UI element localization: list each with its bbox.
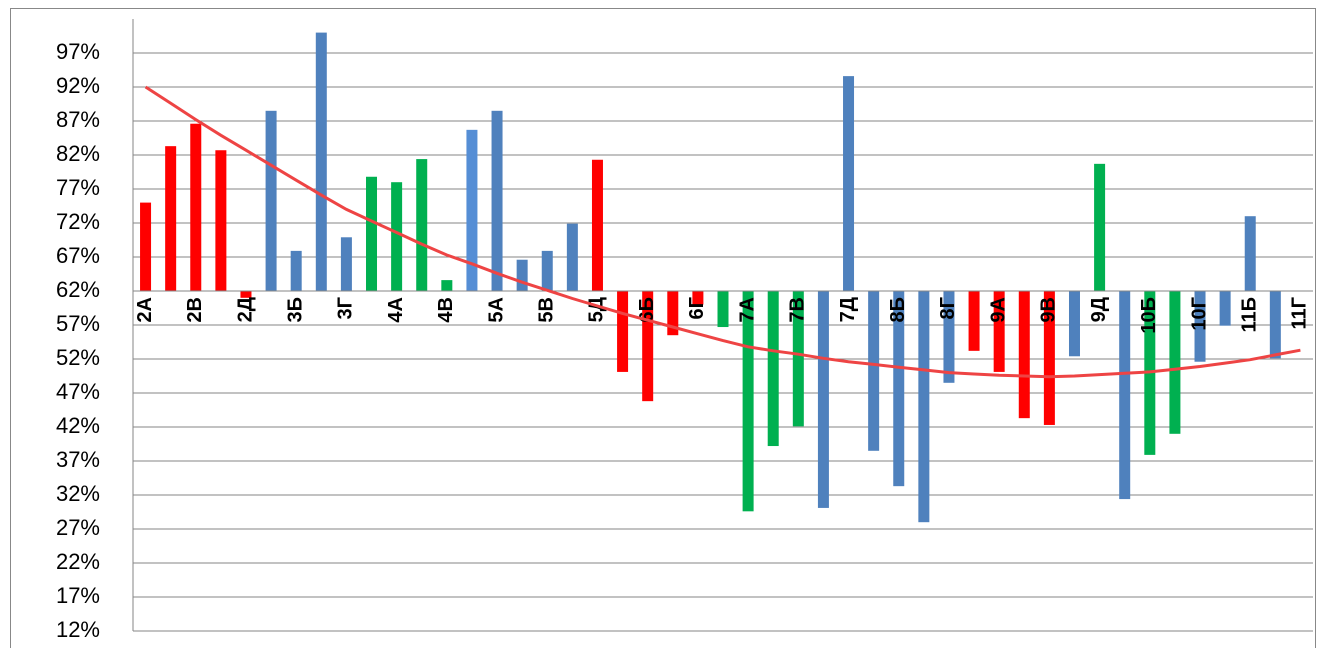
x-tick-label: 9В (1038, 297, 1060, 323)
x-tick-label: 4В (435, 297, 457, 323)
x-tick-label: 11Г (1289, 297, 1311, 329)
y-tick-label: 72% (56, 209, 100, 234)
x-tick-label: 7А (736, 297, 758, 323)
x-tick-label: 2Д (234, 297, 256, 322)
chart-border (10, 8, 1316, 648)
y-tick-label: 27% (56, 515, 100, 540)
bar (617, 291, 629, 372)
bar (1169, 291, 1181, 434)
bar (868, 291, 880, 451)
x-tick-label: 3Г (335, 297, 357, 319)
y-tick-label: 47% (56, 379, 100, 404)
bar (993, 291, 1005, 372)
x-tick-label: 10Б (1138, 297, 1160, 334)
bar (541, 250, 553, 291)
bar (1018, 291, 1030, 419)
bar (165, 146, 177, 291)
bar (918, 291, 930, 523)
bar (340, 237, 352, 291)
y-tick-label: 32% (56, 481, 100, 506)
bar (1244, 216, 1256, 291)
bar (1219, 291, 1231, 326)
x-tick-label: 9Д (1088, 297, 1110, 322)
y-tick-label: 62% (56, 277, 100, 302)
x-tick-label: 10Г (1188, 297, 1210, 331)
bar (968, 291, 980, 351)
bar (667, 291, 679, 336)
bar (642, 291, 654, 402)
y-tick-label: 67% (56, 243, 100, 268)
x-tick-label: 7В (787, 297, 809, 323)
x-tick-label: 6Б (636, 297, 658, 323)
bar (1194, 291, 1206, 362)
y-tick-label: 82% (56, 141, 100, 166)
bar (591, 159, 603, 291)
bar (466, 129, 478, 291)
bar (1094, 163, 1106, 291)
bar (491, 110, 503, 291)
bar (566, 223, 578, 291)
bar (366, 176, 378, 291)
bar (692, 291, 704, 305)
bar (943, 291, 955, 383)
y-tick-label: 37% (56, 447, 100, 472)
x-tick-label: 6Г (686, 297, 708, 319)
bar (190, 123, 202, 291)
bar (416, 159, 428, 291)
x-tick-label: 5В (536, 297, 558, 323)
x-tick-label: 3Б (284, 297, 306, 323)
bar (1043, 291, 1055, 425)
x-tick-label: 8Г (937, 297, 959, 319)
bar (441, 280, 453, 291)
bar (767, 291, 779, 447)
y-tick-label: 17% (56, 583, 100, 608)
x-tick-label: 4А (385, 297, 407, 323)
bar (1068, 291, 1080, 357)
y-tick-label: 12% (56, 617, 100, 642)
bar (240, 291, 252, 298)
x-tick-label: 11Б (1239, 297, 1261, 333)
bar (290, 250, 302, 291)
trendline (144, 85, 1301, 379)
bar (215, 150, 227, 291)
bar (717, 291, 729, 328)
x-tick-label: 9А (987, 297, 1009, 323)
y-tick-label: 52% (56, 345, 100, 370)
bar (516, 259, 528, 291)
x-tick-label: 5Д (586, 297, 608, 322)
y-tick-label: 97% (56, 39, 100, 64)
bar (1269, 291, 1281, 359)
bar (265, 110, 277, 291)
bar (843, 76, 855, 292)
x-tick-label: 2А (134, 297, 156, 323)
y-tick-label: 92% (56, 73, 100, 98)
bar (742, 291, 754, 512)
x-tick-label: 5А (485, 297, 507, 323)
y-tick-label: 22% (56, 549, 100, 574)
y-tick-label: 87% (56, 107, 100, 132)
x-tick-label: 8Б (887, 297, 909, 323)
bar (315, 32, 327, 291)
y-tick-label: 77% (56, 175, 100, 200)
y-tick-label: 42% (56, 413, 100, 438)
y-tick-label: 57% (56, 311, 100, 336)
bar (1119, 291, 1131, 500)
bar (893, 291, 905, 487)
bar (817, 291, 829, 508)
bar (391, 182, 403, 291)
x-tick-label: 7Д (837, 297, 859, 322)
bar (792, 291, 804, 427)
bar (140, 202, 152, 291)
x-tick-label: 2В (184, 297, 206, 323)
